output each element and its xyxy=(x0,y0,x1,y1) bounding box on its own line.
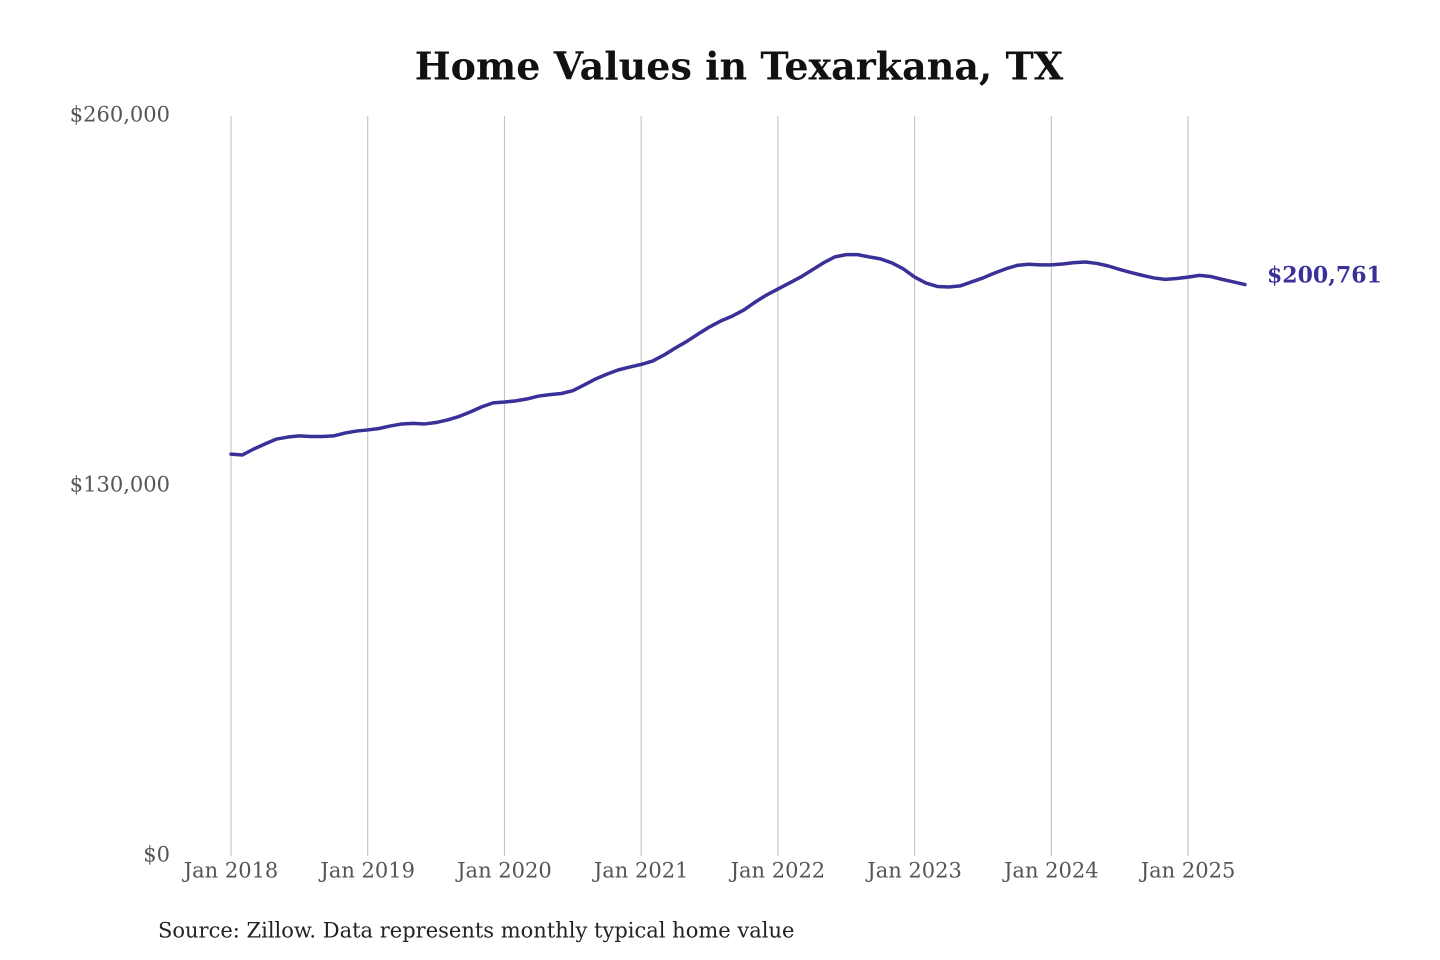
x-tick-label: Jan 2020 xyxy=(455,859,552,883)
x-tick-label: Jan 2021 xyxy=(592,859,689,883)
source-note: Source: Zillow. Data represents monthly … xyxy=(158,919,794,943)
x-tick-label: Jan 2025 xyxy=(1139,859,1236,883)
x-tick-label: Jan 2022 xyxy=(729,859,826,883)
y-tick-label: $0 xyxy=(143,843,170,867)
y-tick-label: $260,000 xyxy=(70,103,170,127)
x-tick-label: Jan 2023 xyxy=(865,859,962,883)
chart-title: Home Values in Texarkana, TX xyxy=(415,44,1064,89)
value-label: $200,761 xyxy=(1267,263,1382,289)
x-tick-label: Jan 2019 xyxy=(318,859,415,883)
y-tick-label: $130,000 xyxy=(70,473,170,497)
x-tick-label: Jan 2024 xyxy=(1002,859,1099,883)
data-line xyxy=(229,252,1247,457)
x-tick-label: Jan 2018 xyxy=(182,859,279,883)
